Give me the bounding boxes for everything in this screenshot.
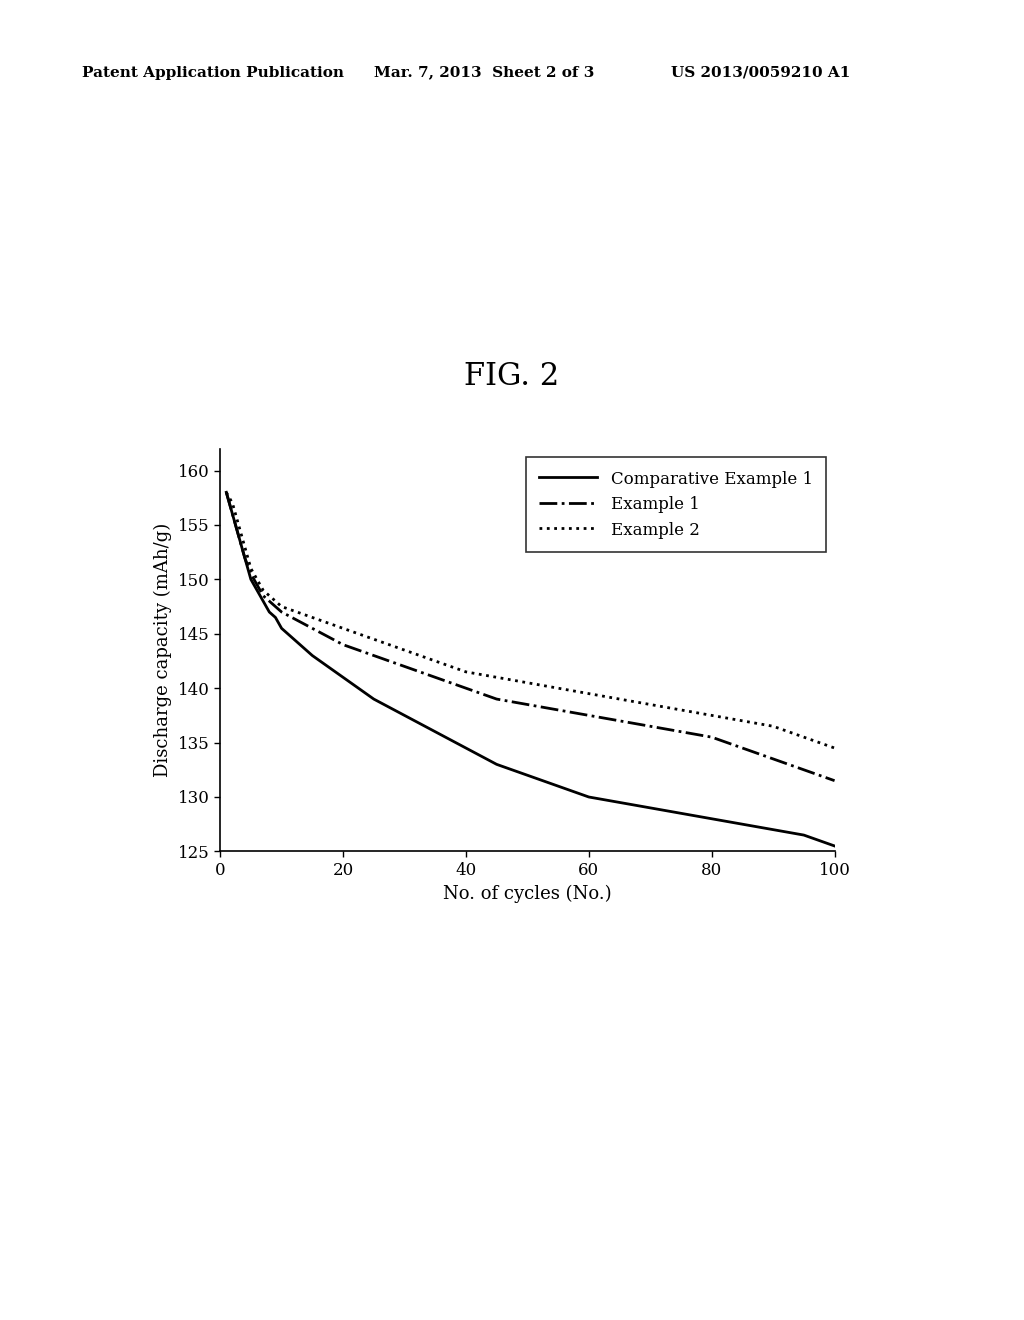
Example 2 (306, 610, 318, 626)
Legend: Comparative Example 1, Example 1, Example 2: Comparative Example 1, Example 1, Exampl… (525, 457, 826, 552)
Example 1 (251, 577, 263, 593)
Example 2 (232, 517, 245, 533)
Example 2 (263, 587, 275, 603)
Comparative Example 1 (767, 822, 779, 838)
Example 1 (269, 599, 282, 615)
Text: Patent Application Publication: Patent Application Publication (82, 66, 344, 79)
Example 1 (232, 528, 245, 544)
Example 2 (552, 680, 564, 696)
Line: Comparative Example 1: Comparative Example 1 (226, 492, 835, 846)
Example 2 (706, 708, 718, 723)
Example 1 (398, 659, 411, 675)
Example 2 (460, 664, 472, 680)
Comparative Example 1 (798, 828, 810, 843)
Example 1 (368, 648, 380, 664)
Example 1 (257, 587, 269, 603)
Example 2 (490, 669, 503, 685)
Comparative Example 1 (736, 816, 749, 832)
Example 1 (220, 484, 232, 500)
Comparative Example 1 (644, 800, 656, 816)
Example 2 (736, 713, 749, 729)
Comparative Example 1 (429, 723, 441, 739)
Example 2 (798, 729, 810, 744)
Example 2 (583, 685, 595, 701)
Example 2 (767, 718, 779, 734)
Example 2 (220, 484, 232, 500)
Text: FIG. 2: FIG. 2 (464, 360, 560, 392)
Example 2 (245, 561, 257, 577)
Comparative Example 1 (245, 572, 257, 587)
Comparative Example 1 (251, 582, 263, 598)
Comparative Example 1 (337, 669, 349, 685)
Comparative Example 1 (675, 805, 687, 821)
Example 2 (398, 642, 411, 657)
Example 1 (613, 713, 626, 729)
Example 2 (251, 572, 263, 587)
Example 2 (337, 620, 349, 636)
Example 2 (521, 675, 534, 690)
Example 1 (736, 741, 749, 756)
Example 2 (275, 599, 288, 615)
Comparative Example 1 (232, 528, 245, 544)
Example 1 (706, 729, 718, 744)
Example 2 (368, 631, 380, 647)
Example 1 (460, 680, 472, 696)
Example 1 (798, 762, 810, 777)
Example 2 (239, 539, 251, 554)
Example 2 (613, 692, 626, 708)
Comparative Example 1 (257, 593, 269, 609)
Example 2 (828, 741, 841, 756)
Text: US 2013/0059210 A1: US 2013/0059210 A1 (671, 66, 850, 79)
Example 1 (828, 772, 841, 788)
Comparative Example 1 (521, 767, 534, 783)
Comparative Example 1 (368, 692, 380, 708)
Comparative Example 1 (613, 795, 626, 810)
Comparative Example 1 (306, 648, 318, 664)
Example 1 (521, 697, 534, 713)
Example 1 (583, 708, 595, 723)
Comparative Example 1 (828, 838, 841, 854)
Example 1 (644, 718, 656, 734)
Example 1 (490, 692, 503, 708)
Line: Example 1: Example 1 (226, 492, 835, 780)
Example 1 (306, 620, 318, 636)
Example 1 (226, 506, 239, 521)
X-axis label: No. of cycles (No.): No. of cycles (No.) (443, 884, 611, 903)
Example 1 (675, 723, 687, 739)
Example 2 (675, 702, 687, 718)
Comparative Example 1 (275, 620, 288, 636)
Example 1 (552, 702, 564, 718)
Y-axis label: Discharge capacity (mAh/g): Discharge capacity (mAh/g) (154, 523, 172, 777)
Line: Example 2: Example 2 (226, 492, 835, 748)
Comparative Example 1 (220, 484, 232, 500)
Example 1 (239, 549, 251, 565)
Comparative Example 1 (263, 605, 275, 620)
Example 1 (767, 751, 779, 767)
Example 1 (263, 593, 275, 609)
Comparative Example 1 (490, 756, 503, 772)
Example 2 (644, 697, 656, 713)
Example 2 (429, 653, 441, 669)
Comparative Example 1 (269, 610, 282, 626)
Example 1 (429, 669, 441, 685)
Comparative Example 1 (398, 708, 411, 723)
Example 1 (245, 566, 257, 582)
Comparative Example 1 (460, 741, 472, 756)
Example 1 (337, 636, 349, 652)
Text: Mar. 7, 2013  Sheet 2 of 3: Mar. 7, 2013 Sheet 2 of 3 (374, 66, 594, 79)
Example 2 (257, 582, 269, 598)
Example 2 (269, 593, 282, 609)
Comparative Example 1 (706, 810, 718, 826)
Example 2 (226, 495, 239, 511)
Comparative Example 1 (226, 506, 239, 521)
Comparative Example 1 (239, 549, 251, 565)
Comparative Example 1 (552, 779, 564, 795)
Example 1 (275, 605, 288, 620)
Comparative Example 1 (583, 789, 595, 805)
